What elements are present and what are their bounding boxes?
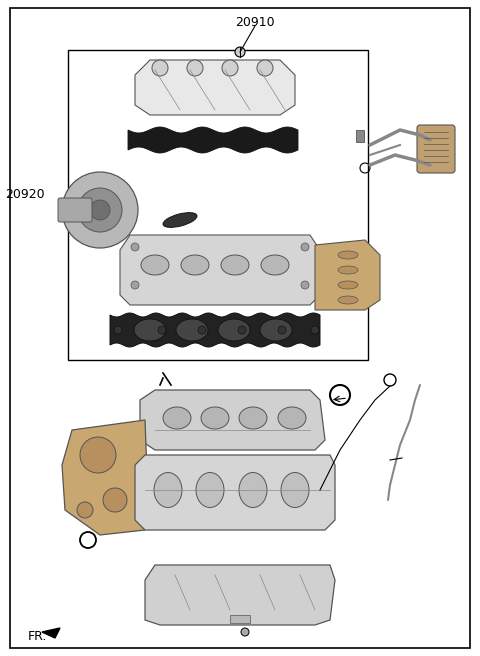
Circle shape bbox=[131, 243, 139, 251]
Ellipse shape bbox=[176, 319, 208, 341]
Bar bbox=[356, 130, 364, 142]
Ellipse shape bbox=[260, 319, 292, 341]
Ellipse shape bbox=[338, 281, 358, 289]
Circle shape bbox=[90, 200, 110, 220]
Circle shape bbox=[62, 172, 138, 248]
Circle shape bbox=[257, 60, 273, 76]
Ellipse shape bbox=[338, 296, 358, 304]
Polygon shape bbox=[110, 313, 320, 347]
Bar bbox=[230, 615, 250, 623]
Circle shape bbox=[152, 60, 168, 76]
Polygon shape bbox=[140, 390, 325, 450]
Text: FR.: FR. bbox=[28, 630, 48, 644]
Ellipse shape bbox=[201, 407, 229, 429]
Polygon shape bbox=[315, 240, 380, 310]
Circle shape bbox=[301, 243, 309, 251]
Circle shape bbox=[238, 326, 246, 334]
Circle shape bbox=[131, 281, 139, 289]
Polygon shape bbox=[62, 420, 148, 535]
Ellipse shape bbox=[261, 255, 289, 275]
Circle shape bbox=[80, 437, 116, 473]
FancyBboxPatch shape bbox=[58, 198, 92, 222]
Polygon shape bbox=[128, 127, 298, 153]
Ellipse shape bbox=[181, 255, 209, 275]
Ellipse shape bbox=[278, 407, 306, 429]
Ellipse shape bbox=[281, 472, 309, 508]
Ellipse shape bbox=[239, 407, 267, 429]
Text: 20920: 20920 bbox=[5, 188, 45, 201]
Ellipse shape bbox=[154, 472, 182, 508]
Polygon shape bbox=[145, 565, 335, 625]
Polygon shape bbox=[42, 628, 60, 638]
FancyBboxPatch shape bbox=[417, 125, 455, 173]
Circle shape bbox=[187, 60, 203, 76]
Ellipse shape bbox=[221, 255, 249, 275]
Circle shape bbox=[278, 326, 286, 334]
Circle shape bbox=[235, 47, 245, 57]
Circle shape bbox=[301, 281, 309, 289]
Bar bbox=[68, 50, 368, 360]
Polygon shape bbox=[120, 235, 320, 305]
Circle shape bbox=[103, 488, 127, 512]
Polygon shape bbox=[135, 60, 295, 115]
Polygon shape bbox=[135, 455, 335, 530]
Circle shape bbox=[198, 326, 206, 334]
Circle shape bbox=[158, 326, 166, 334]
Ellipse shape bbox=[218, 319, 250, 341]
Ellipse shape bbox=[134, 319, 166, 341]
Circle shape bbox=[311, 326, 319, 334]
Ellipse shape bbox=[196, 472, 224, 508]
Circle shape bbox=[114, 326, 122, 334]
Ellipse shape bbox=[338, 266, 358, 274]
Circle shape bbox=[241, 628, 249, 636]
Ellipse shape bbox=[163, 407, 191, 429]
Ellipse shape bbox=[163, 213, 197, 228]
Circle shape bbox=[222, 60, 238, 76]
Text: 20910: 20910 bbox=[235, 16, 275, 28]
Ellipse shape bbox=[338, 251, 358, 259]
Ellipse shape bbox=[141, 255, 169, 275]
Circle shape bbox=[77, 502, 93, 518]
Circle shape bbox=[78, 188, 122, 232]
Ellipse shape bbox=[239, 472, 267, 508]
